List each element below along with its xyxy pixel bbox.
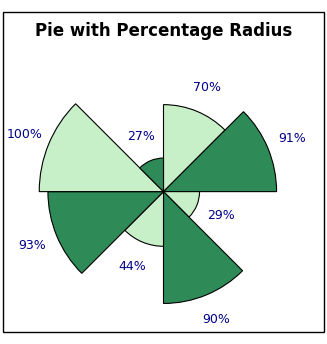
Text: 29%: 29% bbox=[207, 209, 235, 222]
Wedge shape bbox=[48, 192, 164, 273]
Text: Pie with Percentage Radius: Pie with Percentage Radius bbox=[35, 22, 292, 40]
Wedge shape bbox=[164, 192, 243, 303]
Wedge shape bbox=[125, 192, 164, 246]
Text: 44%: 44% bbox=[119, 260, 146, 273]
Wedge shape bbox=[39, 104, 164, 192]
Text: 90%: 90% bbox=[202, 313, 230, 326]
Wedge shape bbox=[164, 112, 277, 192]
Wedge shape bbox=[140, 158, 164, 192]
Wedge shape bbox=[164, 192, 199, 217]
Text: 27%: 27% bbox=[127, 130, 155, 143]
Text: 70%: 70% bbox=[193, 80, 221, 94]
Text: 100%: 100% bbox=[7, 128, 43, 141]
Text: 93%: 93% bbox=[19, 239, 46, 252]
Text: 91%: 91% bbox=[278, 132, 306, 145]
Wedge shape bbox=[164, 105, 225, 192]
